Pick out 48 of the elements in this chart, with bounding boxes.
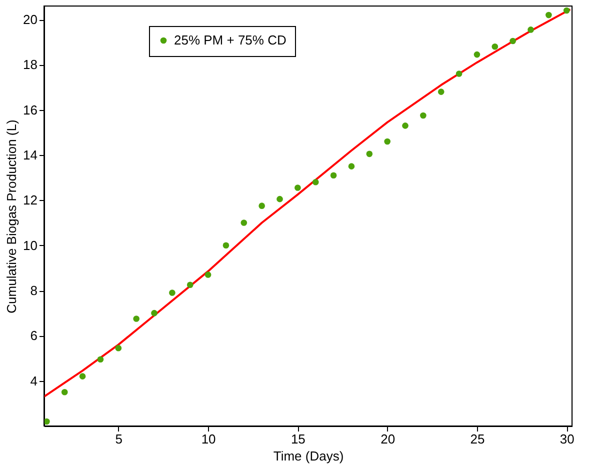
x-tick-label: 20 xyxy=(380,432,396,446)
x-tick-label: 15 xyxy=(290,432,306,446)
point xyxy=(312,178,319,186)
point xyxy=(258,202,265,209)
point xyxy=(402,122,408,129)
point xyxy=(474,51,480,58)
point xyxy=(222,242,230,249)
x-tick-label: 5 xyxy=(115,432,123,446)
point xyxy=(294,184,301,191)
line-series xyxy=(43,8,572,398)
point xyxy=(456,70,462,77)
y-tick-label: 14 xyxy=(23,148,38,163)
y-tick-label: 12 xyxy=(23,192,38,208)
point xyxy=(169,290,176,296)
y-tick-label: 18 xyxy=(23,57,38,72)
point xyxy=(115,344,122,352)
point xyxy=(420,112,426,119)
x-tick-label: 25 xyxy=(470,432,485,446)
y-axis-title: Cumulative Biogas Production (L) xyxy=(4,120,20,314)
y-tick-label: 4 xyxy=(30,373,38,388)
point xyxy=(186,282,194,288)
point xyxy=(492,43,498,50)
y-tick-label: 20 xyxy=(23,12,38,28)
point xyxy=(204,272,212,278)
point xyxy=(348,163,355,170)
point xyxy=(276,196,283,202)
point xyxy=(366,150,373,158)
point xyxy=(384,138,390,145)
point xyxy=(546,12,552,18)
x-tick-label: 30 xyxy=(560,432,574,446)
point xyxy=(330,172,337,179)
y-tick-label: 10 xyxy=(23,238,38,253)
x-tick-label: 10 xyxy=(201,432,216,446)
point xyxy=(528,26,534,33)
point xyxy=(133,316,140,322)
legend-label: 25% PM + 75% CD xyxy=(174,32,286,48)
y-tick-label: 6 xyxy=(30,328,38,344)
y-tick-label: 16 xyxy=(23,102,38,118)
point xyxy=(61,388,68,396)
point xyxy=(510,38,516,44)
point xyxy=(438,88,444,95)
point xyxy=(563,7,570,14)
point xyxy=(97,356,104,363)
point xyxy=(79,373,86,380)
y-tick-label: 8 xyxy=(30,283,38,298)
x-axis-title: Time (Days) xyxy=(273,448,344,464)
point xyxy=(151,310,158,316)
point xyxy=(240,220,248,226)
